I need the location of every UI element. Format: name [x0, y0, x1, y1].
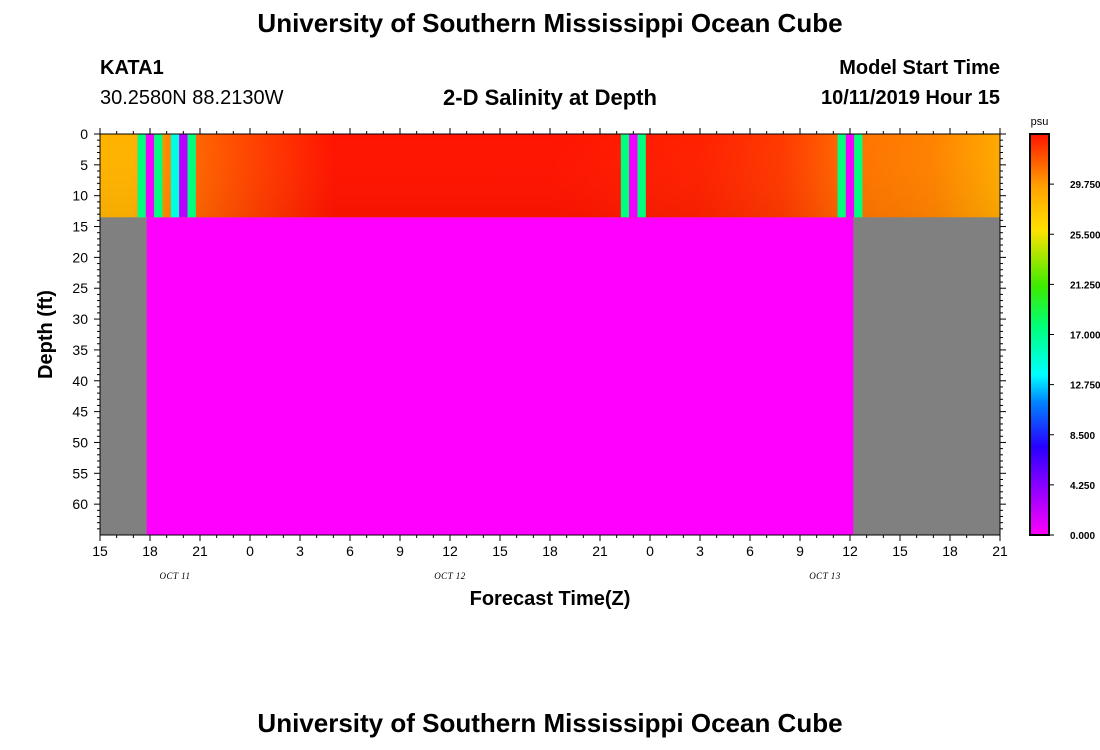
y-tick-label: 45 — [72, 404, 88, 420]
station-coords: 30.2580N 88.2130W — [100, 87, 284, 109]
colorbar-tick-label: 4.250 — [1070, 481, 1095, 492]
x-tick-label: 18 — [942, 543, 958, 559]
colorbar-tick-label: 21.250 — [1070, 280, 1100, 291]
surface-stripe — [170, 134, 180, 218]
plot-area — [100, 134, 1000, 536]
y-tick-label: 20 — [72, 249, 88, 265]
surface-stripe — [854, 134, 863, 218]
plot-title: 2-D Salinity at Depth — [443, 85, 657, 110]
x-tick-label: 21 — [992, 543, 1008, 559]
colorbar-tick-label: 25.500 — [1070, 230, 1100, 241]
x-tick-label: 9 — [796, 543, 804, 559]
day-label: OCT 12 — [434, 571, 466, 581]
x-tick-label: 6 — [346, 543, 354, 559]
x-tick-label: 12 — [842, 543, 858, 559]
surface-stripe — [845, 134, 855, 218]
surface-depth-shading — [100, 134, 1000, 218]
y-tick-label: 0 — [80, 126, 88, 142]
surface-stripe — [620, 134, 630, 218]
y-tick-label: 25 — [72, 280, 88, 296]
x-tick-label: 21 — [192, 543, 208, 559]
y-tick-label: 15 — [72, 219, 88, 235]
surface-stripe — [145, 134, 155, 218]
model-start-value: 10/11/2019 Hour 15 — [820, 87, 1000, 109]
y-tick-label: 30 — [72, 311, 88, 327]
x-tick-label: 6 — [746, 543, 754, 559]
y-tick-label: 55 — [72, 465, 88, 481]
y-axis-title: Depth (ft) — [35, 290, 57, 379]
surface-stripe — [154, 134, 163, 218]
y-tick-label: 5 — [80, 157, 88, 173]
x-tick-label: 9 — [396, 543, 404, 559]
x-tick-label: 12 — [442, 543, 458, 559]
page-title: University of Southern Mississippi Ocean… — [257, 8, 843, 38]
y-tick-label: 10 — [72, 188, 88, 204]
colorbar-tick-label: 12.750 — [1070, 381, 1100, 392]
model-start-label: Model Start Time — [839, 57, 1000, 79]
y-tick-label: 35 — [72, 342, 88, 358]
colorbar-unit: psu — [1031, 116, 1049, 128]
surface-stripe — [629, 134, 638, 218]
x-tick-label: 15 — [492, 543, 508, 559]
x-axis-title: Forecast Time(Z) — [470, 588, 631, 610]
day-label: OCT 11 — [160, 571, 191, 581]
x-tick-label: 15 — [92, 543, 108, 559]
surface-stripe — [187, 134, 196, 218]
y-tick-label: 40 — [72, 373, 88, 389]
footer-title: University of Southern Mississippi Ocean… — [257, 708, 843, 738]
x-tick-label: 3 — [296, 543, 304, 559]
x-tick-label: 18 — [542, 543, 558, 559]
x-tick-label: 3 — [696, 543, 704, 559]
surface-stripe — [637, 134, 646, 218]
colorbar-tick-label: 8.500 — [1070, 431, 1095, 442]
deep-salinity-region — [146, 217, 854, 536]
colorbar-tick-label: 0.000 — [1070, 531, 1095, 542]
surface-stripe — [179, 134, 188, 218]
y-tick-label: 50 — [72, 434, 88, 450]
x-tick-label: 15 — [892, 543, 908, 559]
x-tick-label: 0 — [246, 543, 254, 559]
day-label: OCT 13 — [809, 571, 841, 581]
x-tick-label: 0 — [646, 543, 654, 559]
x-tick-label: 21 — [592, 543, 608, 559]
colorbar-tick-label: 29.750 — [1070, 180, 1100, 191]
surface-stripe — [837, 134, 846, 218]
colorbar: 0.000 4.250 8.500 12.750 17.000 21.250 25.500 2… — [1029, 116, 1100, 542]
colorbar-tick-label: 17.000 — [1070, 331, 1100, 342]
surface-stripe — [137, 134, 146, 218]
y-tick-label: 60 — [72, 496, 88, 512]
colorbar-bar — [1029, 133, 1050, 536]
x-tick-label: 18 — [142, 543, 158, 559]
station-id: KATA1 — [100, 57, 164, 79]
